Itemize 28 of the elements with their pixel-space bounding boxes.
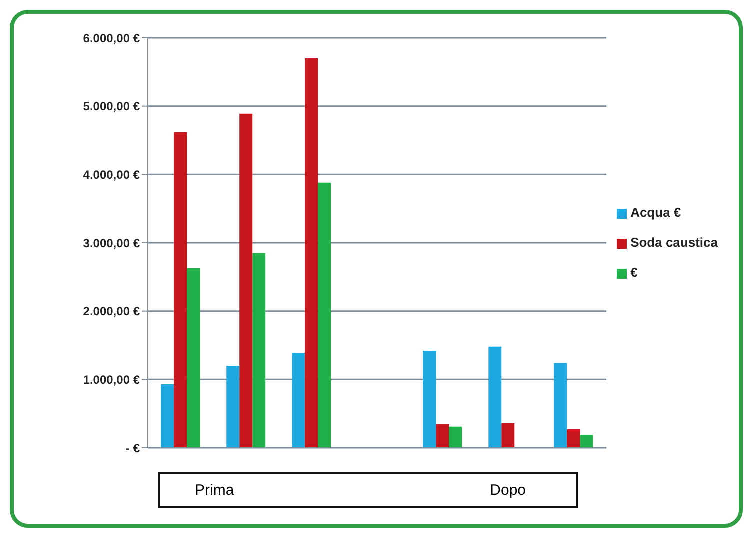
bar [187, 268, 200, 448]
bar [161, 384, 174, 448]
bar [567, 430, 580, 448]
bar [240, 114, 253, 448]
legend-label: € [630, 265, 638, 280]
label-box: Prima Dopo [158, 472, 578, 508]
y-tick-label: 5.000,00 € [83, 100, 140, 114]
legend-label: Soda caustica [630, 235, 718, 250]
bar [436, 424, 450, 448]
bar [554, 363, 568, 448]
bar [488, 346, 502, 448]
bar [252, 253, 266, 448]
y-tick-label: 1.000,00 € [83, 372, 140, 387]
bar [502, 423, 515, 448]
y-tick-label: 6.000,00 € [83, 31, 140, 46]
bar [292, 353, 306, 448]
bar [305, 58, 318, 448]
bar [423, 350, 436, 448]
bar [449, 426, 462, 448]
bar [174, 132, 188, 448]
legend-label: Acqua € [630, 205, 682, 220]
y-tick-label: 4.000,00 € [83, 168, 140, 182]
y-tick-label: - € [126, 441, 140, 456]
bar [226, 366, 240, 448]
y-tick-label: 3.000,00 € [83, 236, 140, 250]
bar [318, 182, 332, 448]
y-tick-label: 2.000,00 € [83, 304, 140, 319]
bar [580, 435, 594, 448]
